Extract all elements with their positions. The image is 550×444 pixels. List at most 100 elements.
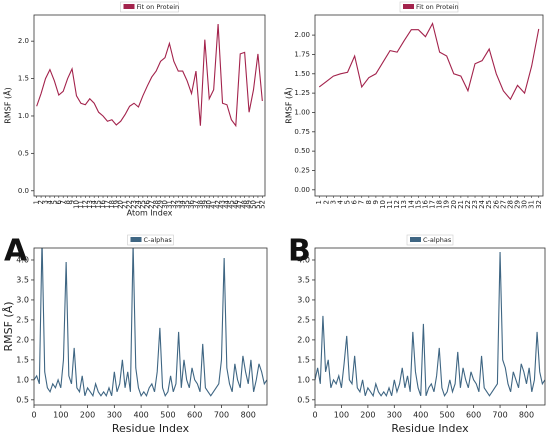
x-tick-label: 500: [440, 411, 455, 420]
y-tick-label: 2.0: [297, 335, 310, 344]
y-tick-label: 2.00: [294, 31, 310, 39]
x-tick-label: 26: [143, 199, 151, 208]
line: [318, 21, 540, 101]
x-tick-label: 2: [37, 200, 45, 204]
y-tick-label: 0.00: [294, 186, 310, 194]
x-tick-label: 400: [413, 411, 428, 420]
x-tick-label: 14: [90, 199, 98, 208]
x-tick-label: 32: [170, 200, 178, 209]
legend-swatch: [123, 4, 135, 9]
y-tick-label: 1.5: [18, 75, 29, 83]
x-tick-label: 0: [312, 411, 317, 420]
x-tick-label: 6: [55, 199, 63, 204]
x-tick-label: 21: [121, 200, 129, 209]
x-tick-label: 23: [471, 200, 479, 209]
x-tick-label: 21: [457, 200, 465, 209]
x-tick-label: 47: [236, 200, 244, 209]
y-axis-label: RMSF (Å): [283, 87, 294, 123]
y-tick-label: 2.0: [16, 335, 29, 344]
x-tick-label: 700: [492, 411, 507, 420]
x-tick-label: 51: [254, 200, 262, 209]
x-tick-label: 300: [387, 411, 402, 420]
line: [34, 248, 267, 398]
x-tick-label: 3: [42, 200, 50, 204]
y-tick-label: 3.0: [297, 295, 310, 304]
x-tick-label: 48: [241, 200, 249, 209]
x-tick-label: 1: [315, 200, 323, 204]
x-tick-label: 28: [506, 200, 514, 209]
x-tick-label: 17: [103, 200, 111, 209]
x-tick-label: 15: [414, 200, 422, 209]
x-tick-label: 41: [210, 200, 218, 209]
x-tick-label: 4: [46, 199, 54, 204]
x-tick-label: 4: [336, 199, 344, 204]
x-tick-label: 10: [379, 200, 387, 209]
plot-frame: [33, 247, 268, 406]
x-tick-label: 12: [393, 200, 401, 209]
y-tick-label: 4.0: [16, 255, 29, 264]
x-tick-label: 2: [322, 200, 330, 204]
x-tick-label: 9: [372, 200, 380, 204]
y-tick-label: 0.0: [18, 187, 29, 195]
x-tick-label: 52: [258, 200, 266, 209]
x-tick-label: 8: [365, 200, 373, 204]
x-tick-label: 12: [81, 200, 89, 209]
x-tick-label: 45: [227, 200, 235, 209]
x-tick-label: 9: [68, 200, 76, 204]
x-tick-label: 7: [59, 200, 67, 204]
x-tick-label: 20: [117, 200, 125, 209]
x-tick-label: 600: [466, 411, 481, 420]
x-tick-label: 28: [152, 200, 160, 209]
y-tick-label: 1.50: [294, 70, 310, 78]
x-tick-label: 5: [50, 200, 58, 204]
legend-swatch: [130, 237, 142, 242]
x-tick-label: 3: [329, 200, 337, 204]
x-tick-label: 7: [358, 200, 366, 204]
x-tick-label: 11: [386, 200, 394, 209]
x-tick-label: 1: [33, 200, 41, 204]
y-tick-label: 4.0: [297, 255, 310, 264]
x-tick-label: 8: [64, 200, 72, 204]
legend-label: Fit on Protein: [137, 3, 180, 11]
x-tick-label: 33: [174, 200, 182, 209]
x-tick-label: 49: [245, 200, 253, 209]
x-axis-label: Residue Index: [391, 422, 469, 435]
x-tick-label: 200: [360, 411, 375, 420]
y-tick-label: 2.5: [16, 315, 29, 324]
x-tick-label: 0: [31, 411, 36, 420]
x-axis-label: Atom Index: [127, 209, 173, 218]
plot-frame: [33, 14, 266, 197]
x-tick-label: 32: [535, 200, 543, 209]
x-tick-label: 13: [400, 200, 408, 209]
y-axis-label: RMSF (Å): [2, 301, 15, 351]
x-tick-label: 20: [450, 200, 458, 209]
line: [36, 23, 263, 128]
x-tick-label: 800: [241, 411, 256, 420]
x-tick-label: 29: [157, 200, 165, 209]
y-tick-label: 0.5: [16, 395, 29, 404]
x-tick-label: 100: [334, 411, 349, 420]
x-tick-label: 25: [139, 200, 147, 209]
y-tick-label: 0.5: [297, 395, 310, 404]
x-tick-label: 800: [519, 411, 534, 420]
x-tick-label: 6: [351, 199, 359, 204]
y-tick-label: 0.5: [18, 149, 29, 157]
y-tick-label: 1.5: [16, 355, 29, 364]
x-tick-label: 16: [421, 199, 429, 208]
x-tick-label: 22: [126, 200, 134, 209]
x-tick-label: 50: [249, 200, 257, 209]
y-tick-label: 3.5: [16, 275, 29, 284]
x-tick-label: 29: [514, 200, 522, 209]
x-tick-label: 38: [196, 200, 204, 209]
x-tick-label: 26: [492, 199, 500, 208]
x-tick-label: 30: [521, 200, 529, 209]
y-tick-label: 1.00: [294, 108, 310, 116]
x-tick-label: 15: [95, 200, 103, 209]
x-tick-label: 42: [214, 200, 222, 209]
x-tick-label: 39: [201, 200, 209, 209]
legend-box: [399, 1, 459, 13]
x-axis-label: Residue Index: [112, 422, 190, 435]
x-tick-label: 19: [112, 200, 120, 209]
x-tick-label: 18: [436, 200, 444, 209]
